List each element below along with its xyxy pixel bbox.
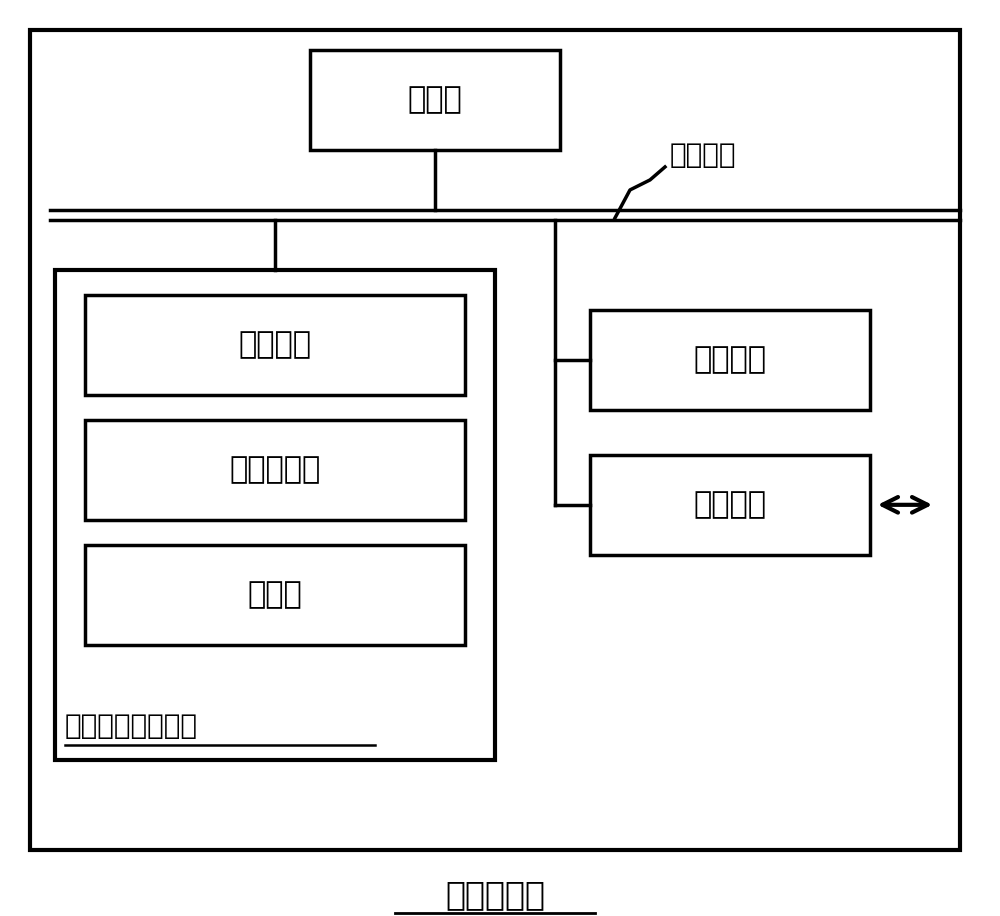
Text: 计算机程序: 计算机程序: [229, 455, 321, 485]
Text: 操作系统: 操作系统: [239, 331, 312, 359]
Bar: [85, 420, 465, 519]
Text: 处理器: 处理器: [408, 85, 462, 114]
Text: 系统总线: 系统总线: [670, 141, 736, 169]
Bar: [30, 30, 960, 850]
Text: 网络接口: 网络接口: [694, 490, 767, 519]
Bar: [55, 270, 495, 759]
Text: 内存储器: 内存储器: [694, 345, 767, 375]
Bar: [590, 310, 870, 409]
Text: 计算机设备: 计算机设备: [445, 878, 545, 911]
Bar: [85, 295, 465, 395]
Text: 非易失性存储介质: 非易失性存储介质: [65, 712, 198, 740]
Text: 数据库: 数据库: [248, 580, 302, 609]
Bar: [85, 545, 465, 645]
Bar: [590, 455, 870, 555]
Bar: [310, 50, 560, 150]
